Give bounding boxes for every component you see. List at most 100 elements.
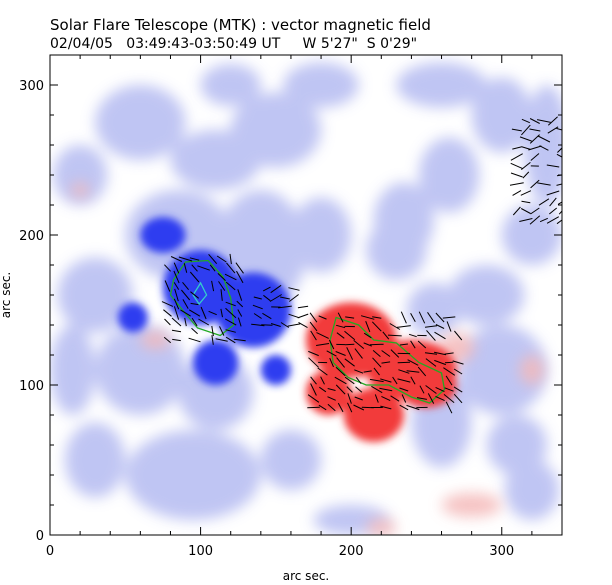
weak-negative-patch [524,85,562,205]
weak-negative-patch [53,145,108,205]
field-vector [172,338,181,342]
field-vector [180,309,191,317]
weak-negative-patch [200,64,261,106]
field-vector [557,147,562,153]
strong-negative-patch [260,355,291,385]
field-vector [363,370,372,373]
field-vector [363,332,372,339]
negative-contour [169,259,235,337]
field-vector [556,127,562,131]
strong-positive-patch [343,388,404,442]
field-vector [454,330,463,341]
field-vector [263,294,271,302]
field-vector [215,338,228,342]
transverse-field-vectors [161,116,562,414]
field-vector [297,313,309,319]
field-vector [380,378,392,383]
field-vector [335,384,346,395]
field-vector [327,388,336,391]
x-tick-label: 0 [46,544,54,559]
field-vector [308,350,319,357]
field-vector [189,257,200,261]
weak-negative-patch [406,283,462,337]
y-tick-label: 300 [19,79,44,94]
field-vector [512,146,522,150]
weak-negative-patch [290,197,352,273]
strong-negative-field [117,217,291,385]
field-vector [373,367,380,376]
field-vector [173,282,180,290]
field-vector [529,128,541,132]
field-vector [334,376,347,385]
field-vector [390,395,400,402]
weak-negative-patch [230,92,322,168]
field-vector [529,118,540,124]
weak-positive-patch [140,331,171,349]
field-vector [372,316,382,319]
weak-positive-patch [71,182,90,198]
field-vector [509,182,524,186]
field-vector [209,264,216,272]
field-vector [337,312,344,323]
field-vector [444,387,454,392]
field-vector [237,309,243,317]
field-vector [224,273,237,281]
field-vector [406,370,420,373]
field-vector [345,316,355,319]
field-vector [520,190,532,196]
field-vector [318,404,327,411]
field-vector [252,304,263,310]
field-vector [547,116,558,126]
x-tick-label: 300 [489,544,514,559]
weak-negative-patch [95,325,186,415]
weak-positive-patch [441,493,502,517]
field-vector [344,343,355,346]
field-vector [216,255,227,263]
weak-negative-patch [95,85,186,160]
weak-negative-patch [260,430,322,490]
weak-negative-patch [50,325,96,415]
y-tick-label: 200 [19,229,44,244]
field-vector [173,270,180,284]
field-vector [251,323,265,327]
field-vector [382,331,390,340]
field-vector [390,349,400,358]
field-vector [279,296,290,300]
field-vector [329,357,334,368]
field-vector [225,281,236,291]
field-vector [355,386,363,393]
field-vector [452,360,464,365]
field-vector [446,321,452,332]
field-vector [163,309,172,317]
field-vector [328,339,335,350]
field-vector [173,298,180,310]
field-vector [538,198,550,206]
field-vector [445,401,453,414]
field-vector [173,262,180,274]
field-vector [237,317,242,327]
field-vector [410,376,416,385]
field-vector [354,396,363,401]
weak-positive-patch [519,355,544,385]
weak-negative-patch [471,77,532,153]
field-vector [510,162,524,170]
field-vector [347,393,352,404]
field-vector [226,262,236,274]
field-vector [396,325,411,328]
field-vector [235,262,244,274]
field-vector [262,312,272,320]
field-vector [557,201,562,205]
field-vector [225,307,237,319]
field-vector [372,357,382,368]
field-vector [170,256,183,262]
field-vector [309,321,318,332]
field-vector [399,387,409,392]
field-vector [317,367,328,376]
field-vector [444,352,454,355]
x-tick-label: 100 [188,544,213,559]
field-vector [183,263,188,273]
field-vector [417,366,427,377]
field-vector [379,387,393,392]
field-vector [435,324,445,329]
field-vector [381,361,391,364]
